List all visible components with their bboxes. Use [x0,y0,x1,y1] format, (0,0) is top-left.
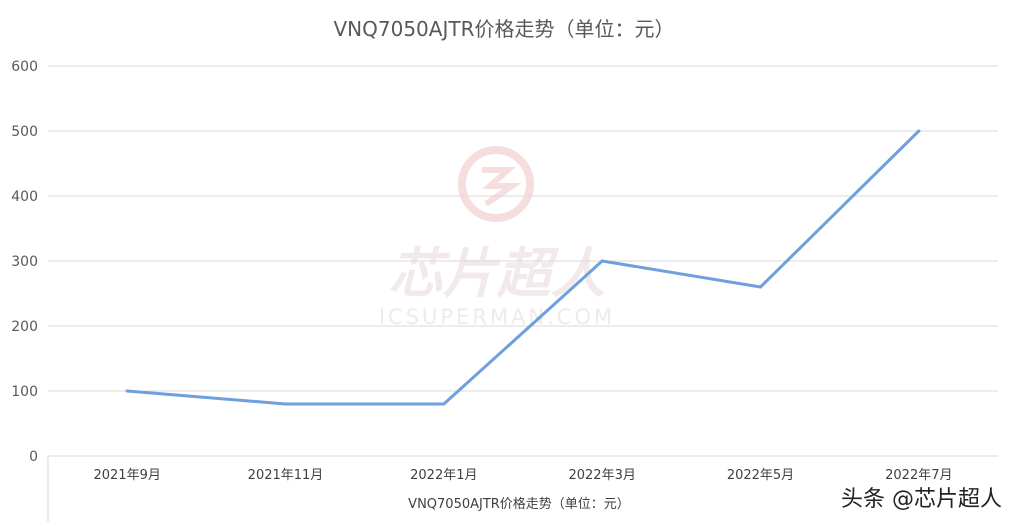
y-tick-label: 100 [11,384,38,400]
data-point [759,285,762,289]
chart-title: VNQ7050AJTR价格走势（单位：元） [334,17,675,41]
y-tick-label: 300 [11,254,38,270]
y-tick-label: 200 [11,319,38,335]
data-point [125,389,129,393]
x-category-label: 2021年9月 [93,468,160,483]
x-category-label: 2021年11月 [248,468,324,483]
x-category-label: 2022年1月 [410,468,477,483]
x-category-label: 2022年5月 [727,468,794,483]
y-axis-ticks: 0 100 200 300 400 500 600 [11,59,38,465]
series-line [125,129,921,406]
credit-text: 头条 @芯片超人 [841,487,1002,512]
data-point [284,402,287,406]
gridlines [48,65,998,392]
data-point [600,259,604,263]
y-tick-label: 500 [11,124,38,140]
y-tick-label: 400 [11,189,38,205]
x-axis-label: VNQ7050AJTR价格走势（单位：元） [408,496,630,512]
x-axis-categories: 2021年9月 2021年11月 2022年1月 2022年3月 2022年5月 2022… [93,468,952,483]
watermark-url: ICSUPERMAN.COM [379,305,615,329]
watermark-logo-icon [458,146,534,222]
watermark-logo-bolt-icon [482,167,522,207]
data-point [917,129,921,133]
x-category-label: 2022年3月 [568,468,635,483]
watermark: 芯片超人 ICSUPERMAN.COM [379,146,615,329]
x-category-label: 2022年7月 [885,468,952,483]
series-group [125,129,921,406]
watermark-brand: 芯片超人 [389,242,605,305]
y-tick-label: 600 [11,59,38,75]
y-tick-label: 0 [29,449,38,465]
data-point [442,402,446,406]
